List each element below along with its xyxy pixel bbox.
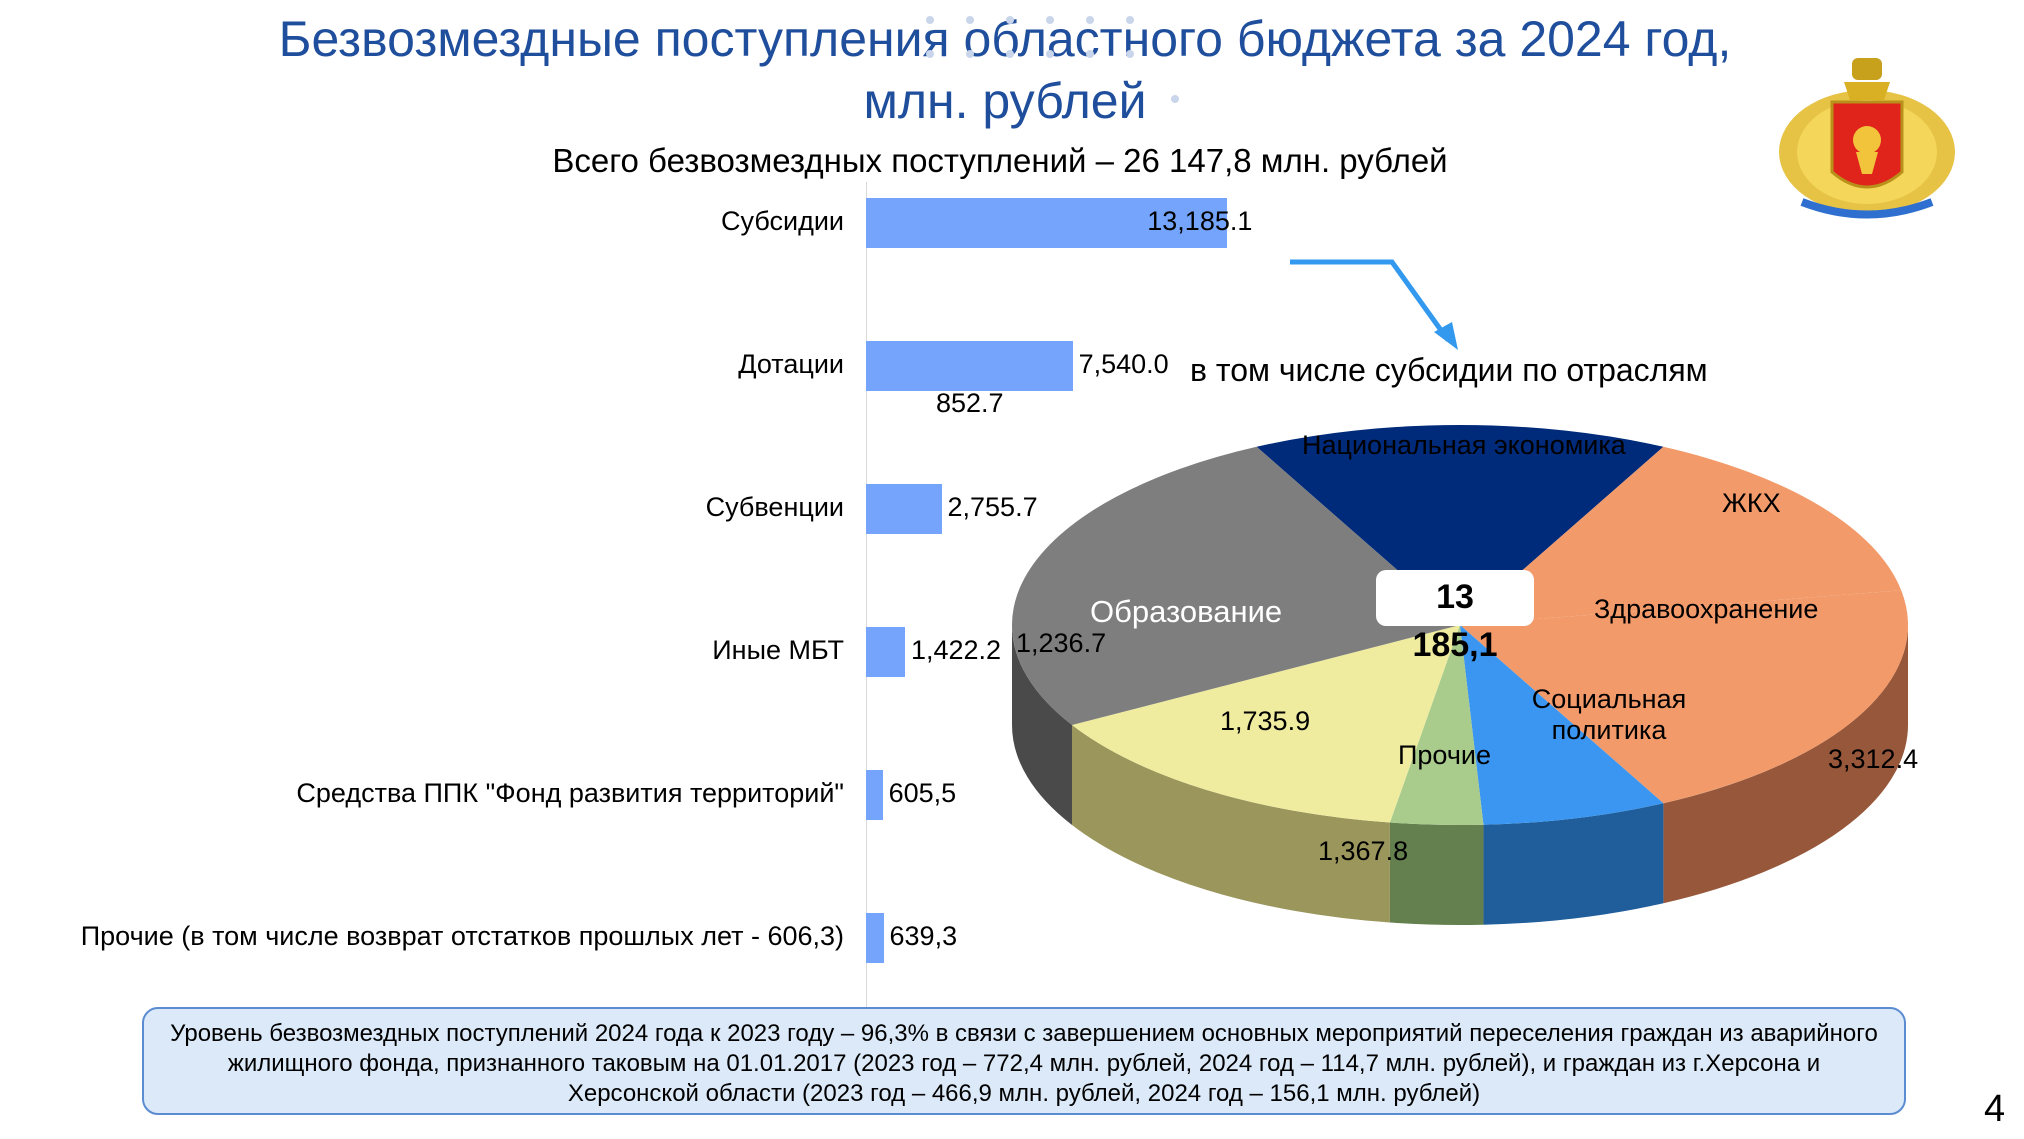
pie-slice-name-label: Национальная экономика [1302,430,1626,460]
chart-subtitle: Всего безвозмездных поступлений – 26 147… [552,142,1448,179]
bar-value-label: 605,5 [888,778,957,808]
pie-slice-name-label: Здравоохранение [1594,594,1819,624]
pie-slice-name-label: Образование [1090,594,1283,629]
bar [866,770,883,820]
title-line-1: Безвозмездные поступления областного бюд… [278,11,1732,67]
pie-slice-value-label: 1,367.8 [1318,836,1409,866]
bar-chart-axis [866,182,867,1008]
pie-slice-side [1483,803,1664,925]
pie-slice-side [1072,725,1390,923]
bar-value-label: 639,3 [889,921,958,951]
pie-slice-side [1663,625,1908,904]
pie-center-box [1376,570,1534,626]
page-title: Безвозмездные поступления областного бюд… [200,8,1810,132]
pie-chart-title: в том числе субсидии по отраслям [1190,352,1708,388]
connector-arrow [1290,259,1451,342]
pie-slice-value-label: 852.7 [936,388,1004,418]
bar [866,341,1073,391]
bar-category-label: Прочие (в том числе возврат отстатков пр… [80,921,844,951]
pie-slice-name-label: Социальная политика [1531,684,1687,745]
page-number: 4 [1984,1088,2006,1130]
bar-category-label: Иные МБТ [712,635,844,665]
pie-slice-value-label: 1,236.7 [1016,628,1107,658]
bar [866,198,1228,248]
pie-slice [1072,625,1460,823]
pie-slice-side [1389,822,1484,925]
pie-center-value-line-1: 13 [1436,578,1474,616]
pie-slice-side [1012,625,1073,825]
bar [866,913,884,963]
bar-value-label: 7,540.0 [1078,349,1169,379]
decorative-dots [926,16,1179,103]
pie-slice-value-label: 1,735.9 [1220,706,1311,736]
bar-category-label: Субвенции [705,492,844,522]
bar [866,627,905,677]
bar-value-label: 1,422.2 [910,635,1002,665]
pie-slice-value-label: 3,312.4 [1828,744,1919,774]
pie-slice-name-label: Прочие [1398,740,1492,770]
pie-slice [1256,425,1664,625]
pie-slice [1460,625,1664,825]
bar-category-label: Средства ППК "Фонд развития территорий" [296,778,844,808]
coat-of-arms-icon [1779,58,1955,219]
connector-arrow-head [1434,322,1458,350]
pie-slice [1460,590,1908,804]
pie-slice [1389,625,1484,825]
pie-slice [1460,446,1902,625]
note-box: Уровень безвозмездных поступлений 2024 г… [142,1007,1906,1115]
bar-value-label: 13,185.1 [1147,206,1253,236]
bar-category-label: Субсидии [721,206,844,236]
pie-slice-name-label: ЖКХ [1722,488,1781,518]
bar-category-label: Дотации [738,349,844,379]
title-line-2: млн. рублей [863,73,1147,129]
pie-center-value-line-2: 185,1 [1412,626,1498,664]
pie-slice [1012,446,1460,725]
bar-value-label: 2,755.7 [947,492,1038,522]
bar [866,484,942,534]
